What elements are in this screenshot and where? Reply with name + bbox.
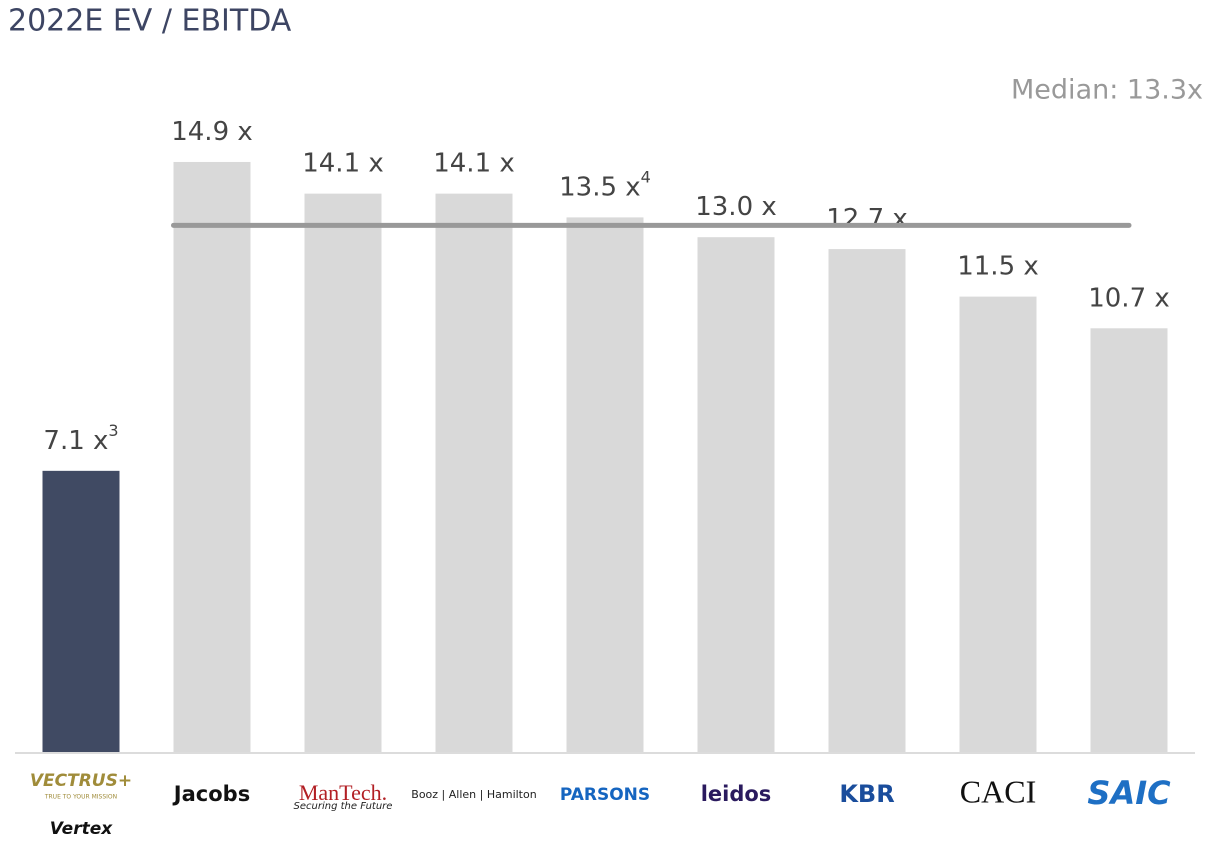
value-label-text: 14.9 x bbox=[171, 116, 253, 146]
bar bbox=[566, 217, 644, 752]
value-label-text: 10.7 x bbox=[1088, 283, 1170, 313]
value-label-text: 11.5 x bbox=[957, 251, 1039, 281]
bar bbox=[828, 249, 906, 752]
value-label: 12.7 x bbox=[826, 204, 908, 234]
bar bbox=[173, 161, 251, 752]
value-label-text: 13.0 x bbox=[695, 192, 777, 222]
value-label: 10.7 x bbox=[1088, 283, 1170, 313]
bar bbox=[959, 296, 1037, 752]
value-label: 13.0 x bbox=[695, 192, 777, 222]
bar bbox=[304, 193, 382, 752]
value-label: 14.1 x bbox=[302, 148, 384, 178]
category-logo: KBR bbox=[839, 780, 894, 808]
logo-tagline: TRUE TO YOUR MISSION bbox=[44, 794, 117, 801]
value-label: 11.5 x bbox=[957, 251, 1039, 281]
value-label: 7.1 x3 bbox=[43, 420, 118, 455]
footnote-mark: 3 bbox=[108, 420, 118, 439]
category-logo: VECTRUS+ bbox=[30, 771, 132, 791]
bar bbox=[697, 237, 775, 752]
chart-title: 2022E EV / EBITDA bbox=[8, 4, 292, 39]
category-logo: Booz | Allen | Hamilton bbox=[411, 788, 536, 801]
footnote-mark: 4 bbox=[641, 167, 651, 186]
value-label-text: 14.1 x bbox=[433, 148, 515, 178]
category-logo: Jacobs bbox=[172, 782, 250, 806]
median-label: Median: 13.3x bbox=[1011, 75, 1203, 106]
value-label-text: 7.1 x bbox=[43, 425, 108, 455]
category-logo: PARSONS bbox=[560, 785, 650, 805]
value-label: 14.1 x bbox=[433, 148, 515, 178]
logo-tagline: Vertex bbox=[50, 819, 113, 839]
category-logo: ManTech. bbox=[299, 780, 387, 805]
value-label-text: 14.1 x bbox=[302, 148, 384, 178]
logo-tagline: Securing the Future bbox=[294, 801, 393, 812]
bar bbox=[42, 470, 120, 752]
category-logo: leidos bbox=[701, 782, 772, 806]
value-label-text: 13.5 x bbox=[559, 172, 641, 202]
bar bbox=[1090, 328, 1168, 752]
value-label: 14.9 x bbox=[171, 116, 253, 146]
value-label: 13.5 x4 bbox=[559, 167, 651, 202]
value-label-text: 12.7 x bbox=[826, 204, 908, 234]
category-logo: SAIC bbox=[1087, 774, 1171, 812]
bar bbox=[435, 193, 513, 752]
category-logo: CACI bbox=[960, 773, 1036, 809]
